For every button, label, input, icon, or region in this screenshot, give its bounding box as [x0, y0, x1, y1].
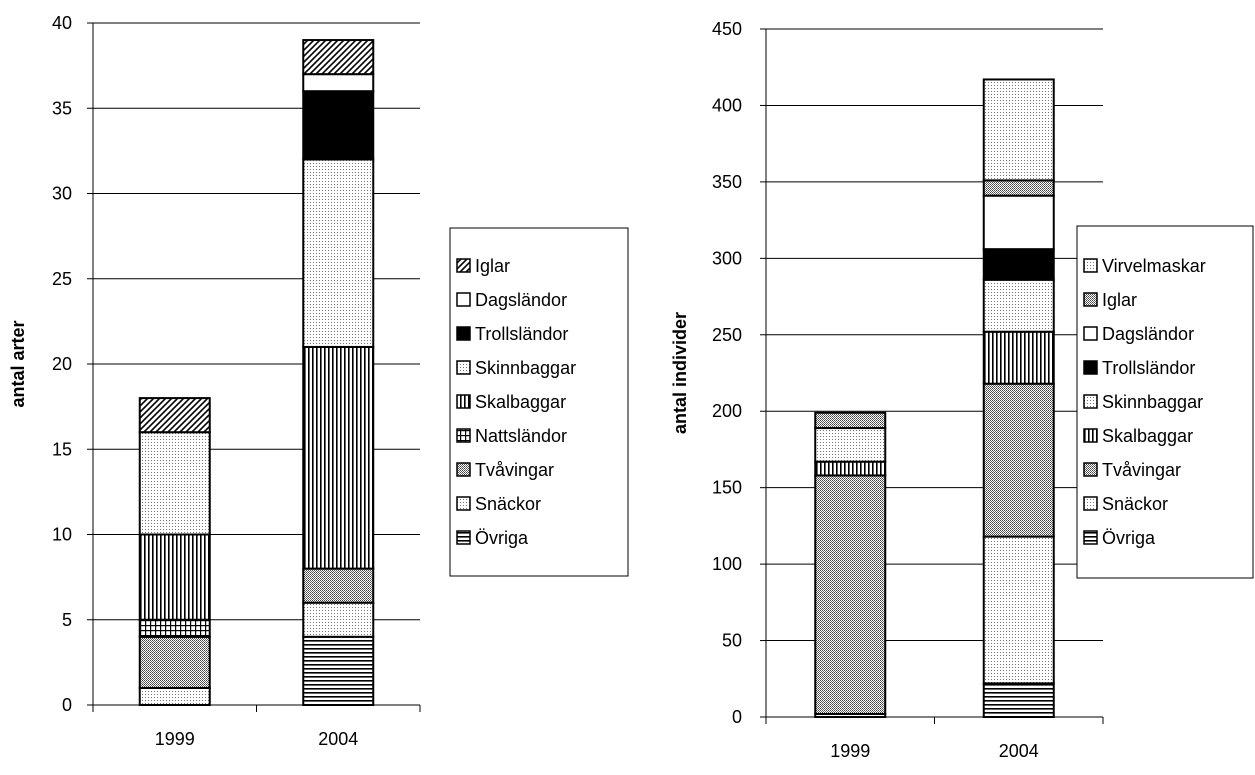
y-tick-label: 100	[712, 554, 742, 574]
legend-swatch	[456, 428, 471, 443]
legend-label: Skinnbaggar	[1102, 392, 1203, 412]
legend-label: Snäckor	[1102, 494, 1168, 514]
legend-swatch	[1083, 258, 1098, 273]
legend-swatch	[456, 530, 471, 545]
legend-label: Dagsländor	[1102, 324, 1194, 344]
legend-swatch	[456, 496, 471, 511]
bar-segment-skinnbaggar-1999	[138, 431, 211, 536]
legend-label: Skalbaggar	[1102, 426, 1193, 446]
x-tick-label: 2004	[999, 741, 1039, 761]
legend-swatch	[1083, 326, 1098, 341]
y-tick-label: 300	[712, 248, 742, 268]
bar-segment-iglar-2004	[302, 39, 375, 76]
y-tick-label: 15	[52, 439, 72, 459]
legend-label: Snäckor	[475, 494, 541, 514]
bar-segment-tvåvingar-1999	[138, 635, 211, 689]
y-tick-label: 40	[52, 13, 72, 33]
bar-segment-snäckor-2004	[982, 535, 1055, 685]
legend-label: Tvåvingar	[1102, 460, 1181, 480]
y-tick-label: 35	[52, 98, 72, 118]
bar-segment-tvåvingar-1999	[814, 474, 887, 715]
legend-swatch	[456, 462, 471, 477]
bar-segment-trollsländor-2004	[982, 248, 1055, 281]
y-axis-label: antal arter	[8, 320, 28, 407]
y-tick-label: 450	[712, 19, 742, 39]
chart-2: 0 50 100 150 200 250 300 350 400 450 1999 2004 antal…	[670, 19, 1254, 761]
legend-swatch	[1083, 292, 1098, 307]
chart-1: 0 5 10 15 20 25 30 35 40 1999 2004 antal arter Iglar…	[8, 13, 629, 749]
y-tick-label: 30	[52, 184, 72, 204]
bar-segment-skinnbaggar-1999	[814, 427, 887, 463]
bar-segment-skalbaggar-1999	[138, 533, 211, 621]
y-axis-label: antal individer	[670, 312, 690, 434]
y-tick-label: 25	[52, 269, 72, 289]
y-tick-label: 10	[52, 525, 72, 545]
bar-segment-övriga-2004	[302, 635, 375, 706]
y-tick-label: 250	[712, 325, 742, 345]
y-tick-label: 150	[712, 478, 742, 498]
legend-swatch	[1083, 462, 1098, 477]
bar-segment-skalbaggar-2004	[302, 345, 375, 570]
legend-swatch	[456, 360, 471, 375]
legend-label: Trollsländor	[475, 324, 568, 344]
y-tick-label: 5	[62, 610, 72, 630]
y-tick-label: 200	[712, 401, 742, 421]
legend-label: Iglar	[475, 256, 510, 276]
bar-segment-skalbaggar-2004	[982, 330, 1055, 385]
legend-swatch	[1083, 496, 1098, 511]
x-tick-label: 2004	[318, 729, 358, 749]
legend-swatch	[1083, 428, 1098, 443]
legend-box	[1076, 225, 1254, 579]
legend-label: Skinnbaggar	[475, 358, 576, 378]
bar-segment-iglar-1999	[814, 411, 887, 430]
bar-segment-snäckor-1999	[138, 686, 211, 707]
legend-label: Övriga	[1102, 528, 1156, 548]
legend-swatch	[456, 258, 471, 273]
bar-segment-skalbaggar-1999	[814, 460, 887, 477]
y-tick-label: 400	[712, 95, 742, 115]
bar-segment-virvelmaskar-2004	[982, 78, 1055, 182]
bar-segment-snäckor-2004	[302, 601, 375, 638]
bar-segment-nattsländor-1999	[138, 618, 211, 638]
legend-label: Iglar	[1102, 290, 1137, 310]
x-tick-label: 1999	[155, 729, 195, 749]
legend-swatch	[456, 326, 471, 341]
y-tick-label: 0	[732, 707, 742, 727]
bar-segment-övriga-2004	[982, 682, 1055, 718]
legend-swatch	[1083, 530, 1098, 545]
bar-segment-dagsländor-2004	[302, 73, 375, 93]
legend-box	[449, 227, 629, 577]
legend-label: Tvåvingar	[475, 460, 554, 480]
bar-segment-skinnbaggar-2004	[982, 278, 1055, 333]
legend-swatch	[456, 394, 471, 409]
legend-swatch	[1083, 394, 1098, 409]
bar-segment-iglar-2004	[982, 179, 1055, 197]
legend-label: Trollsländor	[1102, 358, 1195, 378]
x-tick-label: 1999	[830, 741, 870, 761]
bar-segment-tvåvingar-2004	[982, 382, 1055, 538]
legend-label: Virvelmaskar	[1102, 256, 1206, 276]
y-tick-label: 0	[62, 695, 72, 715]
legend-swatch	[456, 292, 471, 307]
legend-label: Dagsländor	[475, 290, 567, 310]
bar-segment-dagsländor-2004	[982, 194, 1055, 251]
legend-label: Skalbaggar	[475, 392, 566, 412]
legend-label: Nattsländor	[475, 426, 567, 446]
bar-segment-trollsländor-2004	[302, 90, 375, 161]
bar-segment-tvåvingar-2004	[302, 567, 375, 604]
legend-swatch	[1083, 360, 1098, 375]
y-tick-label: 50	[722, 631, 742, 651]
bar-segment-iglar-1999	[138, 397, 211, 434]
legend-label: Övriga	[475, 528, 529, 548]
y-tick-label: 20	[52, 354, 72, 374]
y-tick-label: 350	[712, 172, 742, 192]
bar-segment-skinnbaggar-2004	[302, 158, 375, 348]
